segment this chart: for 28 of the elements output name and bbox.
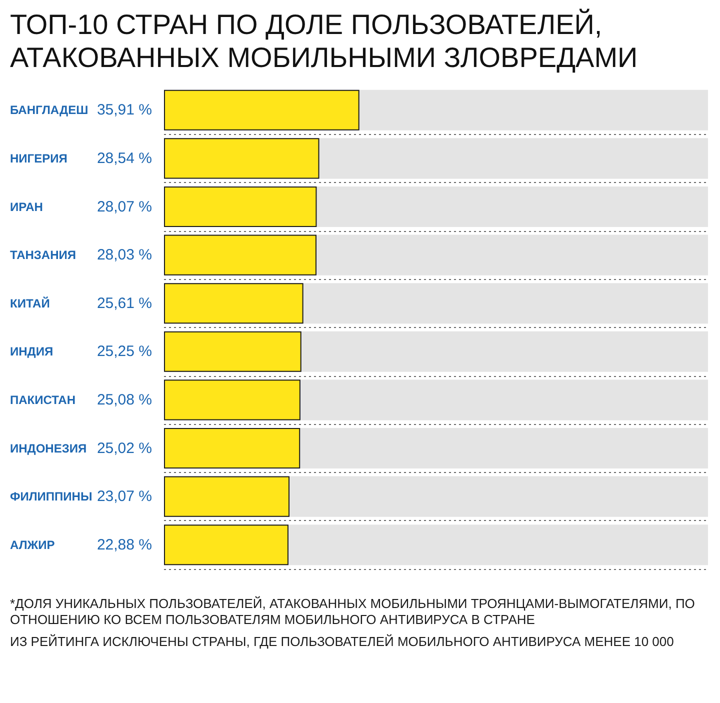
bar: [164, 524, 288, 566]
data-label: 25,25 %: [96, 343, 152, 360]
data-label: 25,08 %: [96, 391, 152, 408]
bar: [164, 380, 300, 420]
y-tick-label: БАНГЛАДЕШ: [10, 103, 88, 118]
text: *ДОЛЯ УНИКАЛЬНЫХ ПОЛЬЗОВАТЕЛЕЙ, АТАКОВАННЫХ МОБИЛЬНЫМИ ТРОЯНЦАМИ-ВЫМОГАТЕЛЯМИ, ПО ОТНОШЕНИЮ КО ВСЕМ ПОЛЬЗОВАТЕЛЯМ МОБИЛЬНОГО АНТИВИРУСА В СТРАНЕ: [10, 596, 696, 628]
y-tick-label: ТАНЗАНИЯ: [10, 248, 76, 262]
y-tick-label: КИТАЙ: [10, 296, 50, 310]
y-tick-label: ИНДОНЕЗИЯ: [10, 441, 87, 456]
y-tick-label: АЛЖИР: [10, 538, 55, 552]
y-tick-label: ИНДИЯ: [10, 344, 54, 359]
data-label: 22,88 %: [96, 536, 152, 554]
y-tick-label: ИРАН: [10, 200, 43, 214]
y-tick-label: ФИЛИППИНЫ: [10, 490, 92, 504]
chart-title: ТОП-10 СТРАН ПО ДОЛЕ ПОЛЬЗОВАТЕЛЕЙ, АТАКОВАННЫХ МОБИЛЬНЫМИ ЗЛОВРЕДАМИ: [10, 8, 639, 74]
data-label: 23,07 %: [96, 488, 152, 506]
bar: [164, 234, 316, 276]
bar: [164, 138, 320, 179]
data-label: 25,02 %: [96, 440, 152, 457]
text: ИЗ РЕЙТИНГА ИСКЛЮЧЕНЫ СТРАНЫ, ГДЕ ПОЛЬЗОВАТЕЛЕЙ МОБИЛЬНОГО АНТИВИРУСА МЕНЕЕ 10 000: [10, 634, 675, 650]
data-label: 28,07 %: [96, 198, 152, 216]
data-label: 28,54 %: [96, 150, 152, 167]
y-tick-label: НИГЕРИЯ: [10, 151, 68, 166]
data-label: 35,91 %: [96, 102, 152, 119]
data-label: 25,61 %: [96, 294, 152, 312]
bar: [164, 476, 290, 517]
data-label: 28,03 %: [96, 246, 152, 264]
y-tick-label: ПАКИСТАН: [10, 392, 76, 407]
